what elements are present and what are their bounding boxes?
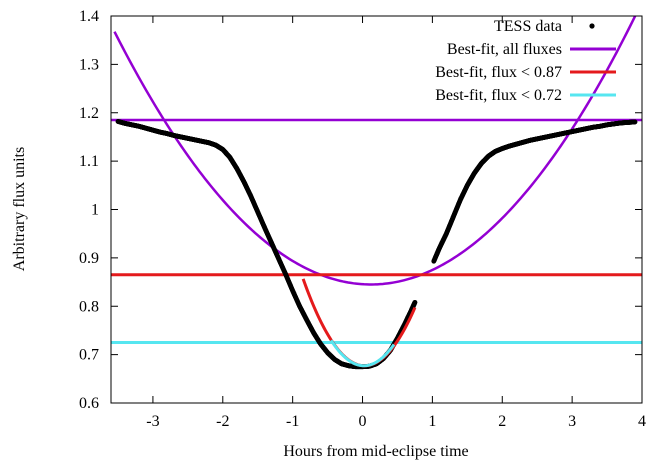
y-tick-label: 0.8 — [79, 298, 99, 315]
x-tick-label: -3 — [146, 413, 159, 430]
x-tick-label: 2 — [498, 413, 506, 430]
x-tick-label: 4 — [638, 413, 646, 430]
x-axis-title: Hours from mid-eclipse time — [283, 443, 468, 460]
x-tick-label: 1 — [428, 413, 436, 430]
y-tick-label: 1.1 — [79, 153, 99, 170]
x-tick-label: 3 — [568, 413, 576, 430]
axis-ticks: -3 -2 -1 0 1 2 3 4 0.6 0.7 0.8 0.9 1 1.1 1.2 1.3 1.4 — [79, 8, 646, 430]
local-fit-curves — [301, 278, 417, 368]
y-tick-label: 1.2 — [79, 105, 99, 122]
tess-data-points — [115, 119, 638, 370]
y-axis-title: Arbitrary flux units — [11, 147, 28, 271]
data-point — [632, 119, 638, 125]
y-tick-label: 0.7 — [79, 347, 99, 364]
legend-label-fit-072: Best-fit, flux < 0.72 — [435, 87, 562, 104]
y-tick-label: 1.4 — [79, 8, 99, 25]
y-tick-label: 1.3 — [79, 56, 99, 73]
fit-072-local-curve — [329, 339, 396, 368]
fit-087-local-curve — [301, 278, 417, 368]
x-tick-label: -2 — [216, 413, 229, 430]
legend-marker-tess — [589, 23, 595, 29]
legend: TESS data Best-fit, all fluxes Best-fit,… — [435, 18, 616, 104]
x-tick-label: 0 — [359, 413, 367, 430]
legend-label-tess: TESS data — [494, 18, 562, 35]
legend-label-fit-087: Best-fit, flux < 0.87 — [435, 64, 562, 81]
x-tick-label: -1 — [286, 413, 299, 430]
data-point — [412, 299, 418, 305]
fit-all-fluxes-curve — [113, 16, 637, 286]
fit-lines — [111, 16, 642, 345]
y-tick-label: 0.6 — [79, 395, 99, 412]
y-tick-label: 1 — [91, 202, 99, 219]
legend-label-fit-all: Best-fit, all fluxes — [447, 41, 562, 58]
plot-frame — [110, 15, 643, 404]
y-tick-label: 0.9 — [79, 250, 99, 267]
